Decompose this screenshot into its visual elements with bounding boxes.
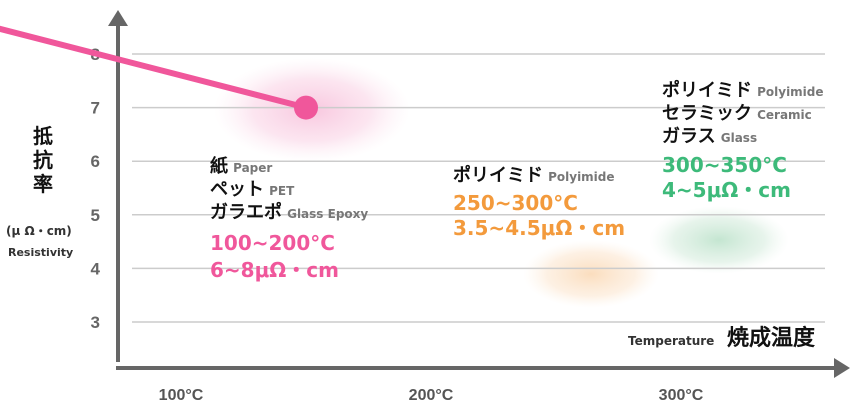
zone2-resistivity: 3.5~4.5μΩ・cm bbox=[453, 216, 626, 240]
x-tick-label-300: 300°C bbox=[659, 387, 704, 404]
zone3-temperature: 300~350°C bbox=[662, 153, 787, 177]
orange-range-blob bbox=[523, 240, 659, 308]
zone2-temperature: 250~300°C bbox=[453, 191, 578, 215]
x-axis-japanese-label: 焼成温度 bbox=[727, 326, 816, 351]
zone1-resistivity: 6~8μΩ・cm bbox=[210, 258, 340, 282]
y-axis-char-3: 率 bbox=[33, 172, 53, 196]
y-axis-char-1: 抵 bbox=[33, 124, 53, 148]
zone3-material-3: ガラス Glass bbox=[662, 126, 758, 147]
y-axis-title: 抵 抗 率 bbox=[28, 124, 58, 196]
zone3-material-2: セラミック Ceramic bbox=[662, 103, 812, 124]
zone2-material-1: ポリイミド Polyimide bbox=[453, 165, 615, 186]
x-axis-english-label: Temperature bbox=[628, 334, 715, 348]
y-tick-label-6: 6 bbox=[91, 152, 100, 171]
y-axis bbox=[108, 10, 128, 362]
zone3-material-1: ポリイミド Polyimide bbox=[662, 80, 824, 101]
y-tick-label-5: 5 bbox=[91, 206, 100, 225]
zone1-temperature: 100~200°C bbox=[210, 231, 335, 255]
y-tick-label-7: 7 bbox=[91, 99, 100, 118]
x-tick-label-200: 200°C bbox=[409, 387, 454, 404]
x-tick-label-100: 100°C bbox=[159, 387, 204, 404]
zone3-resistivity: 4~5μΩ・cm bbox=[662, 178, 792, 202]
series-layer bbox=[0, 25, 318, 120]
x-tick-labels: 100°C 200°C 300°C bbox=[159, 387, 704, 404]
y-tick-label-4: 4 bbox=[91, 259, 101, 278]
y-axis-english-label: Resistivity bbox=[8, 246, 74, 259]
y-tick-label-3: 3 bbox=[91, 313, 100, 332]
series-line-0 bbox=[0, 25, 309, 111]
green-range-blob bbox=[649, 206, 789, 274]
zone1-material-3: ガラエポ Glass Epoxy bbox=[210, 202, 369, 223]
grid-layer bbox=[132, 53, 825, 323]
zone1-material-1: 紙 Paper bbox=[210, 156, 273, 177]
y-axis-char-2: 抗 bbox=[33, 148, 53, 172]
zone1-material-2: ペット PET bbox=[210, 179, 295, 200]
y-axis-unit: (μ Ω・cm) bbox=[6, 224, 72, 238]
series-end-point bbox=[294, 95, 318, 120]
x-axis bbox=[116, 358, 850, 378]
